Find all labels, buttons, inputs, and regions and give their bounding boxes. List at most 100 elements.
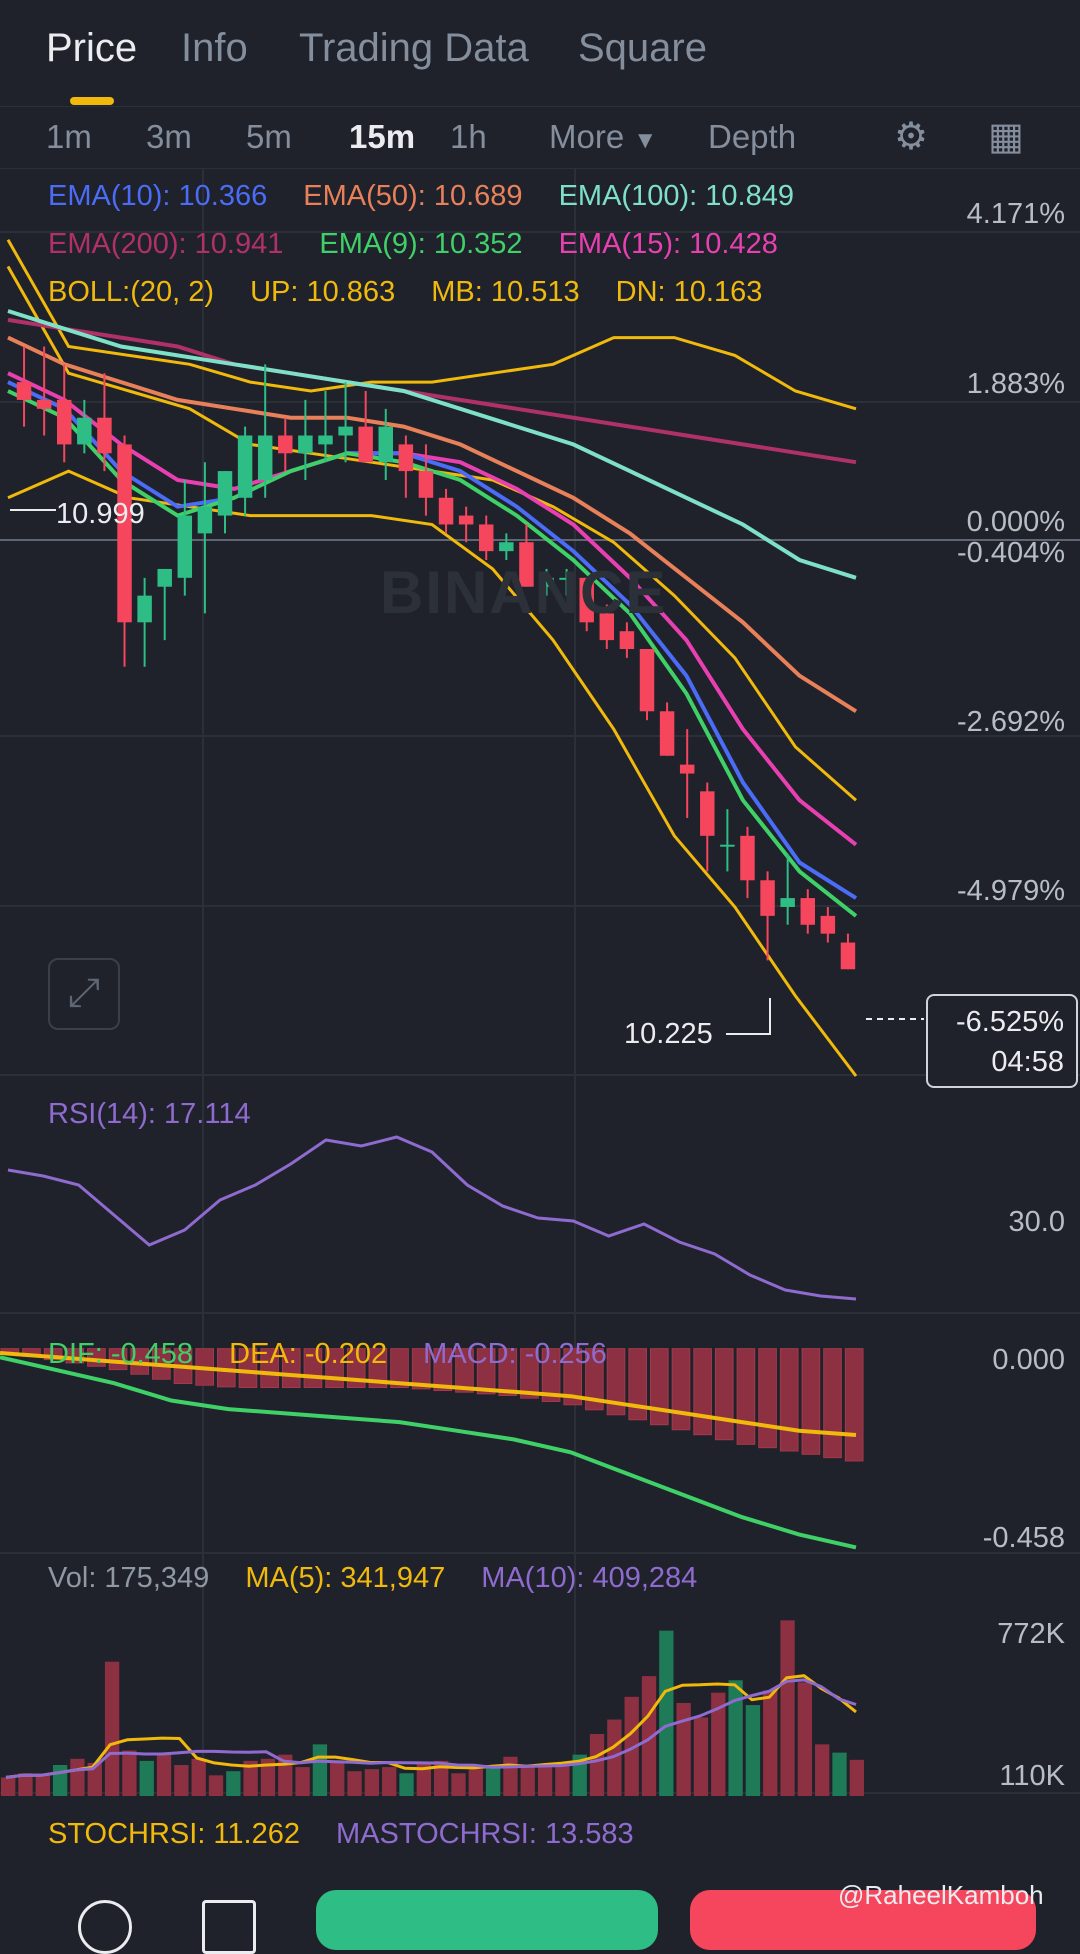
ema200-legend: EMA(200): 10.941: [48, 228, 284, 260]
volume-bar: [659, 1630, 674, 1796]
more-dropdown[interactable]: More ▼: [549, 106, 657, 172]
active-tab-indicator: [70, 97, 114, 105]
expand-chart-icon[interactable]: ⤢: [48, 958, 120, 1030]
volume-bar: [191, 1758, 206, 1796]
dea-legend: DEA: -0.202: [229, 1338, 388, 1370]
volume-bar: [70, 1758, 85, 1796]
candle-body: [559, 577, 574, 580]
boll-upper-line: [6, 239, 857, 411]
timeframe-1m[interactable]: 1m: [46, 118, 92, 155]
ema50-legend: EMA(50): 10.689: [303, 180, 523, 212]
macd-histogram-bar: [260, 1348, 279, 1389]
candle-body: [740, 835, 755, 881]
macd-histogram-bar: [736, 1348, 756, 1445]
ema100-legend: EMA(100): 10.849: [558, 180, 794, 212]
ema-line-ema50: [7, 335, 858, 713]
price-axis-label: 0.000%: [966, 506, 1065, 538]
more-label: More: [549, 118, 625, 155]
volume-bar: [382, 1767, 397, 1796]
macd-histogram-bar: [823, 1348, 842, 1459]
volume-bar: [104, 1661, 120, 1796]
macd-dea-line: [0, 1351, 857, 1437]
depth-button[interactable]: Depth: [708, 118, 797, 155]
macd-legend: DIF: -0.458 DEA: -0.202 MACD: -0.256: [48, 1338, 635, 1371]
orders-icon[interactable]: [202, 1900, 256, 1954]
candle-body: [599, 613, 615, 641]
vol-ma5-legend: MA(5): 341,947: [245, 1562, 446, 1594]
binance-watermark: BINANCE: [380, 559, 668, 626]
candle-body: [137, 595, 152, 623]
price-axis-label: -0.404%: [956, 537, 1065, 569]
rsi-axis-label: 30.0: [1008, 1206, 1065, 1238]
volume-bar: [122, 1750, 137, 1796]
indicator-settings-icon[interactable]: ⚙: [894, 116, 929, 158]
top-tabs: Price Info Trading Data Square: [0, 0, 1080, 107]
macd-histogram-bar: [455, 1348, 474, 1393]
ema-line-ema200: [7, 317, 857, 465]
mastochrsi-value: MASTOCHRSI: 13.583: [336, 1818, 634, 1850]
volume-bar: [87, 1762, 102, 1796]
candle-body: [57, 399, 72, 445]
timeframe-5m[interactable]: 5m: [246, 118, 292, 155]
boll-params: BOLL:(20, 2): [48, 276, 215, 308]
layout-grid-icon[interactable]: ▦: [988, 116, 1024, 158]
volume-bar: [243, 1760, 258, 1796]
candle-body: [438, 497, 454, 525]
candle-body: [177, 515, 193, 578]
candle-body: [458, 515, 474, 525]
volume-bar: [139, 1760, 154, 1796]
tab-square[interactable]: Square: [578, 26, 707, 70]
volume-bar: [520, 1767, 535, 1796]
ema9-legend: EMA(9): 10.352: [319, 228, 523, 260]
volume-bar: [347, 1771, 362, 1796]
timeframe-15m[interactable]: 15m: [349, 118, 416, 155]
volume-bar: [35, 1775, 50, 1796]
macd-histogram-bar: [238, 1348, 258, 1389]
volume-bar: [780, 1620, 795, 1796]
tab-price[interactable]: Price: [46, 26, 138, 70]
volume-bar: [503, 1756, 518, 1796]
tab-info[interactable]: Info: [181, 26, 248, 70]
credit-watermark: @RaheelKamboh: [838, 1880, 1044, 1910]
caret-down-icon: ▼: [633, 127, 658, 154]
volume-bar: [728, 1680, 743, 1796]
candle-body: [338, 426, 353, 436]
candle-body: [820, 915, 836, 934]
volume-bar: [849, 1759, 864, 1796]
timeframe-1h[interactable]: 1h: [450, 118, 487, 155]
macd-histogram-bar: [585, 1348, 604, 1411]
volume-bar: [485, 1765, 501, 1796]
stochrsi-legend: STOCHRSI: 11.262 MASTOCHRSI: 13.583: [48, 1818, 662, 1851]
macd-histogram-bar: [628, 1348, 647, 1421]
macd-histogram-bar: [368, 1348, 388, 1389]
macd-histogram-bar: [779, 1348, 799, 1452]
candle-body: [418, 471, 434, 498]
volume-bar: [330, 1760, 345, 1796]
macd-histogram-bar: [758, 1348, 777, 1449]
macd-histogram-bar: [411, 1348, 431, 1390]
candle-body: [237, 435, 253, 498]
ema-legend-row-2: EMA(200): 10.941 EMA(9): 10.352 EMA(15):…: [48, 228, 806, 261]
candle-body: [36, 399, 52, 409]
macd-histogram-bar: [498, 1348, 518, 1396]
boll-middle-line: [6, 265, 857, 802]
macd-histogram-bar: [801, 1348, 821, 1455]
boll-dn: DN: 10.163: [615, 276, 763, 308]
rsi-legend: RSI(14): 17.114: [48, 1098, 251, 1130]
candle-body: [378, 426, 393, 463]
price-axis-label: 4.171%: [966, 198, 1065, 230]
macd-axis-label: -0.458: [982, 1522, 1065, 1554]
candle-body: [539, 577, 554, 587]
chat-icon[interactable]: [78, 1900, 132, 1954]
timeframe-3m[interactable]: 3m: [146, 118, 192, 155]
tab-trading-data[interactable]: Trading Data: [299, 26, 529, 70]
buy-button[interactable]: [316, 1890, 658, 1950]
volume-ma5-line: [5, 1674, 857, 1779]
volume-bar: [208, 1775, 224, 1796]
candle-body: [700, 791, 715, 836]
vol-ma10-legend: MA(10): 409,284: [481, 1562, 698, 1594]
low-price-marker: 10.225: [624, 1018, 713, 1050]
volume-legend: Vol: 175,349 MA(5): 341,947 MA(10): 409,…: [48, 1562, 725, 1595]
boll-lower-line: [7, 469, 858, 1077]
